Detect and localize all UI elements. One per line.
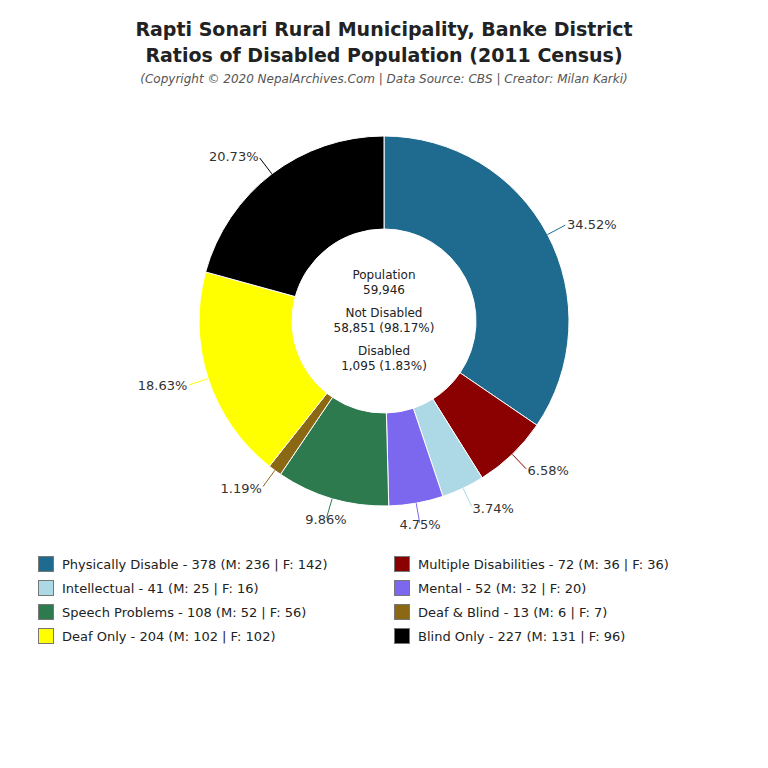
svg-text:9.86%: 9.86% <box>305 512 346 527</box>
svg-text:4.75%: 4.75% <box>399 517 440 532</box>
svg-text:34.52%: 34.52% <box>567 217 617 232</box>
html-text:Deaf Only - 204 (M: 102 | F: 1: Deaf Only - 204 (M: 102 | F: 102) <box>62 628 276 644</box>
svg-text:6.58%: 6.58% <box>527 463 568 478</box>
html-text:Intellectual - 41 (M: 25 | F:: Intellectual - 41 (M: 25 | F: 16) <box>62 580 259 596</box>
svg-text:18.63%: 18.63% <box>138 378 188 393</box>
html-text:59,946: 59,946 <box>363 283 405 297</box>
svg-text:1.19%: 1.19% <box>221 481 262 496</box>
html-text:Multiple Disabilities - 72 (M:: Multiple Disabilities - 72 (M: 36 | F: 3… <box>418 556 669 572</box>
html-text:1,095 (1.83%): 1,095 (1.83%) <box>341 359 427 373</box>
html-text:58,851 (98.17%): 58,851 (98.17%) <box>333 321 435 335</box>
html-text:(Copyright © 2020 NepalArchive: (Copyright © 2020 NepalArchives.Com | Da… <box>140 72 628 86</box>
html-text:Physically Disable - 378 (M: 2: Physically Disable - 378 (M: 236 | F: 14… <box>62 556 328 572</box>
svg-text:20.73%: 20.73% <box>209 149 259 164</box>
html-text:Mental - 52 (M: 32 | F: 20): Mental - 52 (M: 32 | F: 20) <box>418 580 587 596</box>
html-text:Deaf & Blind - 13 (M: 6 | F: 7: Deaf & Blind - 13 (M: 6 | F: 7) <box>418 604 608 620</box>
html-text:Not Disabled: Not Disabled <box>345 306 423 320</box>
svg-text:3.74%: 3.74% <box>472 501 513 516</box>
html-text:Rapti Sonari Rural Municipalit: Rapti Sonari Rural Municipality, Banke D… <box>135 18 633 40</box>
html-text:Blind Only - 227 (M: 131 | F:: Blind Only - 227 (M: 131 | F: 96) <box>418 628 626 644</box>
html-text:Speech Problems - 108 (M: 52 |: Speech Problems - 108 (M: 52 | F: 56) <box>62 604 307 620</box>
html-text:Population: Population <box>352 268 416 282</box>
html-text:Disabled: Disabled <box>357 344 411 358</box>
html-text:Ratios of Disabled Population: Ratios of Disabled Population (2011 Cens… <box>145 44 623 66</box>
